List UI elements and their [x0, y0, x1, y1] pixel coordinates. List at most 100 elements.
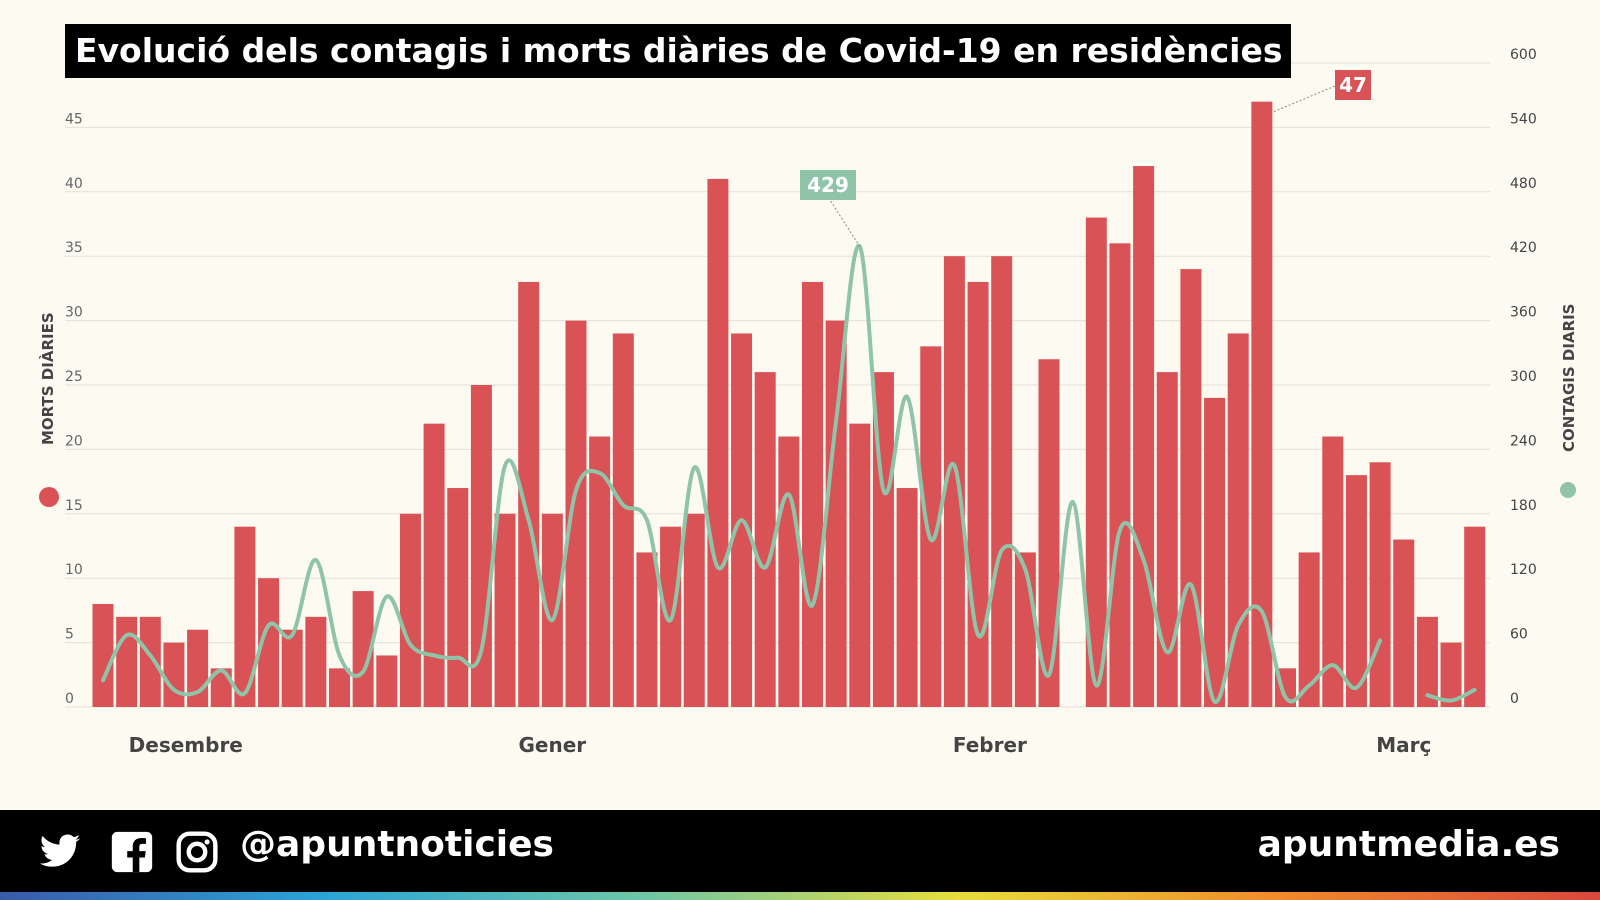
bar [234, 526, 256, 707]
social-handle[interactable]: @apuntnoticies [240, 824, 554, 865]
bars [92, 101, 1486, 708]
x-tick-label: Març [1376, 733, 1431, 757]
annotation-leader [1273, 85, 1336, 113]
bar [967, 281, 989, 707]
bar [281, 629, 303, 707]
bar [1156, 372, 1178, 707]
axis-ticks: 0 60 120 180 240 300 360 420 480 540 600 0 5 10 15 20 25… [65, 47, 1537, 757]
bar [1393, 539, 1415, 707]
bar [1440, 642, 1462, 707]
left-tick-label: 10 [65, 562, 83, 578]
bar [754, 372, 776, 707]
bar [612, 333, 634, 707]
right-tick-label: 540 [1510, 111, 1537, 127]
bar [258, 578, 280, 707]
bar [518, 281, 540, 707]
x-tick-label: Gener [519, 733, 587, 757]
bar [1345, 475, 1367, 707]
line-series [101, 243, 1477, 704]
left-tick-label: 0 [65, 691, 74, 707]
annotation-leader [829, 199, 861, 247]
right-tick-label: 300 [1510, 369, 1537, 385]
bar [943, 256, 965, 707]
bar [92, 603, 114, 707]
right-tick-label: 360 [1510, 305, 1537, 321]
bar [1369, 462, 1391, 707]
bar [376, 655, 398, 707]
bar [1416, 616, 1438, 707]
bar [329, 668, 350, 707]
bar [1038, 359, 1060, 707]
right-tick-label: 420 [1510, 240, 1537, 256]
left-axis-legend-dot [39, 487, 59, 507]
bar [589, 436, 611, 707]
x-tick-label: Febrer [953, 733, 1027, 757]
bar [1322, 436, 1344, 707]
bar [683, 513, 705, 707]
bar [991, 256, 1013, 707]
left-tick-label: 30 [65, 305, 83, 321]
bar [423, 423, 445, 707]
bar [636, 552, 658, 707]
right-tick-label: 60 [1510, 627, 1528, 643]
contagis-line [1425, 687, 1477, 703]
bar [896, 488, 918, 707]
bar [1133, 166, 1155, 708]
left-tick-label: 15 [65, 498, 83, 514]
bar [139, 616, 161, 707]
bar [825, 320, 847, 707]
contagis-line [101, 243, 1383, 704]
annotation-box [1335, 70, 1371, 100]
left-tick-label: 35 [65, 240, 83, 256]
annotation-label: 47 [1339, 73, 1367, 97]
bar [1464, 526, 1486, 707]
right-axis-label: CONTAGIS DIARIS [1560, 304, 1578, 452]
left-tick-label: 20 [65, 433, 83, 449]
bar [163, 642, 185, 707]
website[interactable]: apuntmedia.es [1257, 824, 1560, 865]
twitter-icon[interactable] [38, 830, 82, 874]
bar [1085, 217, 1107, 707]
left-tick-label: 5 [65, 627, 74, 643]
annotations: 47 429 [800, 70, 1371, 247]
bar [1180, 269, 1202, 707]
right-tick-label: 0 [1510, 691, 1519, 707]
bar [849, 423, 871, 707]
right-tick-label: 480 [1510, 176, 1537, 192]
right-tick-label: 600 [1510, 47, 1537, 63]
right-tick-label: 120 [1510, 562, 1537, 578]
bar [447, 488, 469, 707]
bar [920, 346, 942, 707]
bar [352, 591, 374, 707]
facebook-icon[interactable] [110, 830, 154, 874]
chart-title: Evolució dels contagis i morts diàries d… [65, 24, 1291, 78]
footer: @apuntnoticies apuntmedia.es [0, 810, 1600, 892]
bar [1204, 397, 1226, 707]
bar [802, 281, 823, 707]
right-axis-legend-dot [1560, 482, 1576, 498]
bar [1251, 101, 1273, 707]
left-tick-label: 40 [65, 176, 83, 192]
bar [778, 436, 800, 707]
instagram-icon[interactable] [175, 830, 219, 874]
bar [541, 513, 563, 707]
left-axis-label: MORTS DIÀRIES [38, 312, 57, 445]
annotation-box [800, 170, 856, 200]
bar [494, 513, 516, 707]
bar [565, 320, 587, 707]
x-tick-label: Desembre [129, 733, 243, 757]
right-tick-label: 180 [1510, 498, 1537, 514]
bar [399, 513, 421, 707]
bar [210, 668, 232, 707]
bar [707, 178, 729, 708]
bar [1109, 243, 1131, 707]
bar [470, 385, 492, 707]
left-tick-label: 45 [65, 111, 83, 127]
bar [116, 616, 138, 707]
right-tick-label: 240 [1510, 433, 1537, 449]
annotation-label: 429 [807, 173, 849, 197]
color-stripe [0, 892, 1600, 900]
bar [305, 616, 327, 707]
left-tick-label: 25 [65, 369, 83, 385]
